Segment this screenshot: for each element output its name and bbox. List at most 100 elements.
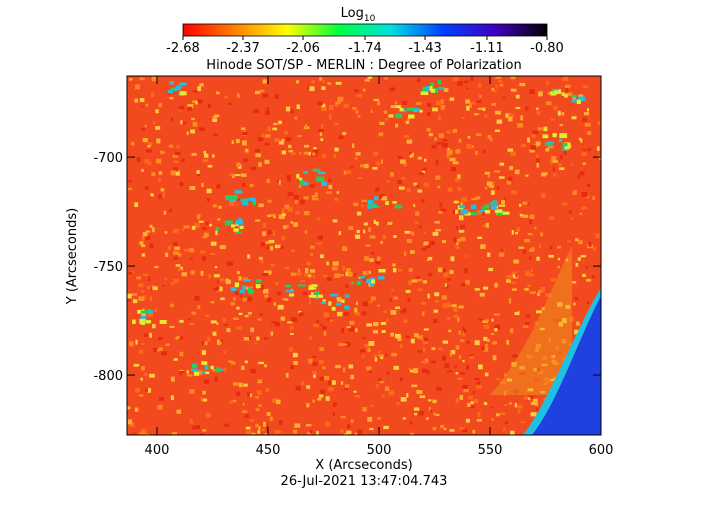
image-speck [384, 353, 388, 357]
image-speck [272, 231, 275, 236]
image-speck [354, 432, 358, 435]
image-speck [264, 433, 267, 435]
image-speck [455, 238, 461, 243]
image-speck [295, 80, 300, 84]
image-speck [465, 99, 470, 104]
image-speck [258, 404, 262, 407]
image-speck [346, 267, 351, 272]
image-speck [290, 332, 294, 335]
image-speck [178, 335, 183, 341]
image-speck [205, 371, 210, 375]
image-speck [585, 265, 588, 269]
image-speck [538, 91, 543, 97]
image-speck [563, 150, 567, 155]
image-speck [519, 82, 526, 87]
image-speck [138, 349, 144, 354]
image-speck [173, 251, 179, 255]
image-speck [450, 256, 455, 262]
image-speck [202, 390, 206, 395]
image-speck [227, 102, 232, 106]
image-speck [414, 221, 419, 224]
image-speck [304, 230, 308, 234]
image-speck [244, 414, 249, 418]
image-speck [540, 232, 544, 237]
image-speck [512, 354, 518, 358]
image-speck [403, 319, 408, 323]
image-speck [395, 306, 401, 309]
x-tick-label: 450 [256, 443, 281, 458]
image-speck [454, 365, 457, 369]
image-speck [149, 332, 152, 338]
image-speck [384, 386, 390, 392]
image-speck [535, 141, 541, 146]
image-speck [452, 161, 459, 165]
image-speck [261, 133, 264, 138]
image-speck [482, 107, 486, 111]
image-speck [371, 279, 376, 284]
image-speck [410, 231, 415, 236]
image-speck [467, 402, 471, 407]
image-speck [231, 224, 235, 228]
image-speck [357, 115, 361, 118]
image-speck [527, 388, 534, 392]
image-speck [259, 89, 265, 93]
image-speck [301, 381, 305, 386]
image-speck [136, 276, 141, 280]
image-speck [163, 210, 167, 215]
image-speck [547, 141, 554, 145]
image-speck [324, 375, 330, 381]
image-speck [388, 390, 394, 396]
image-speck [427, 370, 430, 375]
image-speck [144, 186, 150, 190]
image-speck [582, 117, 587, 122]
image-speck [438, 133, 444, 138]
image-speck [225, 195, 232, 201]
image-speck [572, 190, 577, 195]
image-speck [312, 399, 315, 403]
image-speck [377, 276, 385, 280]
image-speck [262, 421, 267, 427]
image-speck [391, 289, 394, 292]
image-speck [229, 199, 237, 203]
y-tick-label: -750 [93, 260, 123, 275]
image-speck [271, 321, 277, 324]
image-speck [152, 286, 158, 291]
image-speck [441, 142, 448, 148]
image-speck [582, 206, 587, 209]
image-speck [462, 359, 465, 363]
image-speck [443, 272, 449, 278]
image-speck [559, 167, 565, 171]
image-speck [266, 107, 270, 112]
image-speck [565, 304, 571, 309]
image-speck [374, 357, 378, 362]
image-speck [236, 93, 240, 98]
image-speck [142, 308, 145, 311]
image-speck [240, 294, 243, 298]
image-speck [404, 307, 407, 313]
image-speck [224, 220, 231, 226]
image-speck [299, 180, 305, 185]
image-speck [489, 137, 493, 142]
image-speck [527, 397, 531, 401]
image-speck [262, 79, 267, 84]
image-speck [224, 95, 229, 99]
image-speck [213, 287, 219, 291]
image-speck [314, 192, 318, 198]
image-speck [565, 258, 569, 262]
image-speck [354, 273, 357, 277]
image-speck [432, 399, 437, 404]
image-speck [293, 194, 299, 200]
image-speck [198, 370, 203, 375]
image-speck [380, 321, 387, 325]
image-speck [519, 214, 524, 217]
image-speck [343, 312, 349, 317]
image-speck [399, 107, 404, 112]
image-speck [320, 107, 327, 111]
image-speck [170, 282, 176, 285]
image-speck [132, 432, 136, 435]
image-speck [378, 268, 386, 273]
image-speck [272, 127, 278, 131]
image-speck [415, 276, 421, 279]
image-speck [461, 331, 465, 337]
image-speck [334, 273, 340, 279]
